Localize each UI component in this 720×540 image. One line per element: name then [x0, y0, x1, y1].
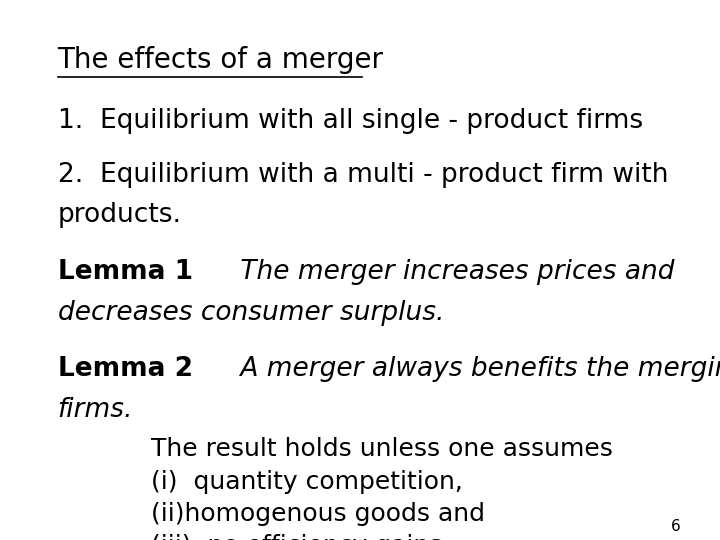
Text: 2.  Equilibrium with a multi - product firm with: 2. Equilibrium with a multi - product fi…	[58, 162, 677, 188]
Text: The result holds unless one assumes: The result holds unless one assumes	[151, 437, 613, 461]
Text: The effects of a merger: The effects of a merger	[58, 46, 384, 74]
Text: The merger increases prices and: The merger increases prices and	[232, 259, 675, 285]
Text: (ii)homogenous goods and: (ii)homogenous goods and	[151, 502, 485, 526]
Text: 1.  Equilibrium with all single - product firms: 1. Equilibrium with all single - product…	[58, 108, 643, 134]
Text: 6: 6	[670, 518, 680, 534]
Text: decreases consumer surplus.: decreases consumer surplus.	[58, 300, 444, 326]
Text: firms.: firms.	[58, 397, 133, 423]
Text: (iii)  no efficiency gains.: (iii) no efficiency gains.	[151, 534, 451, 540]
Text: (i)  quantity competition,: (i) quantity competition,	[151, 470, 463, 494]
Text: products.: products.	[58, 202, 181, 228]
Text: Lemma 1: Lemma 1	[58, 259, 193, 285]
Text: A merger always benefits the merging: A merger always benefits the merging	[232, 356, 720, 382]
Text: Lemma 2: Lemma 2	[58, 356, 193, 382]
